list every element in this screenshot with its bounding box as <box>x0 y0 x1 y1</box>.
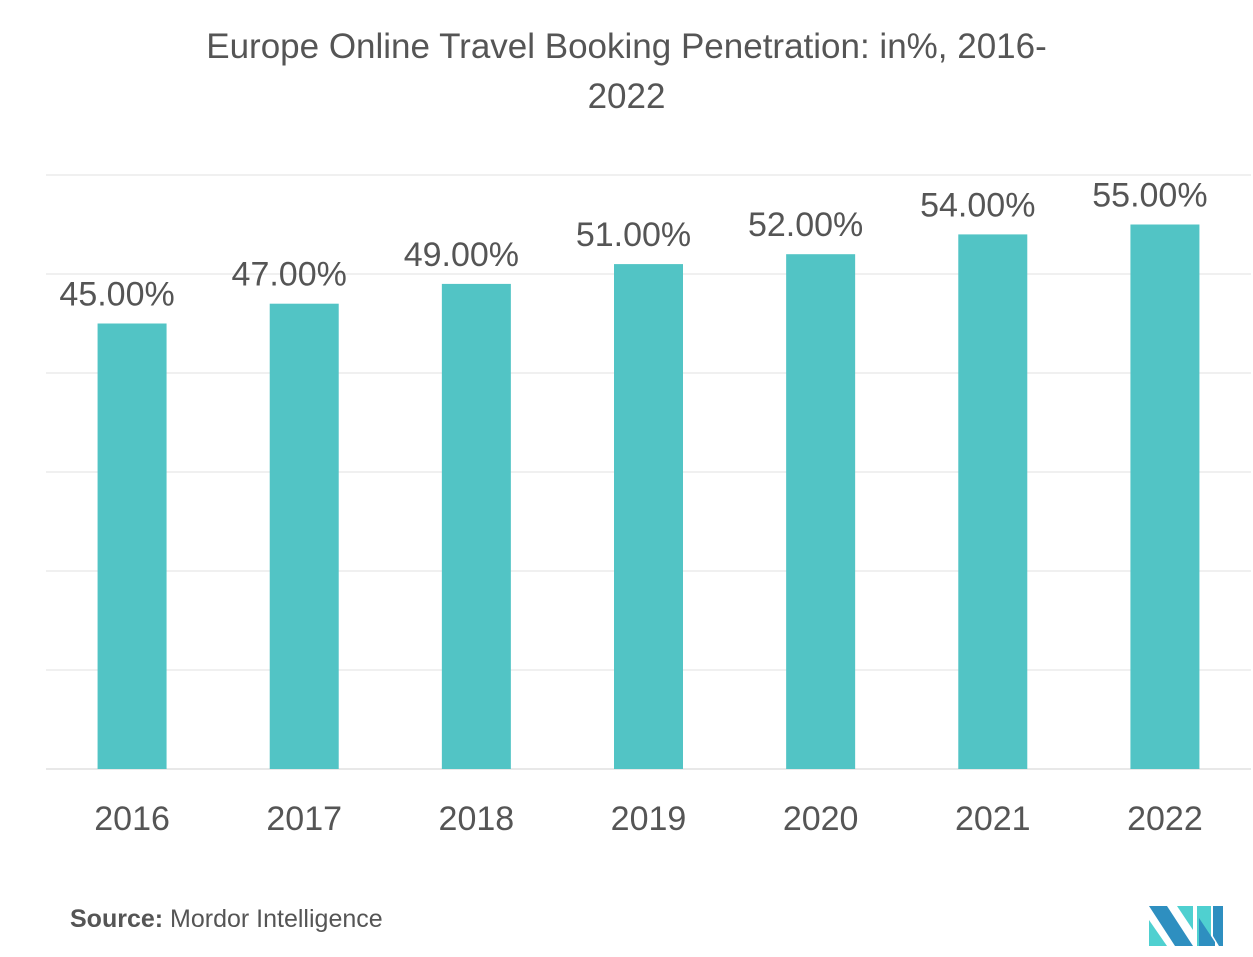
x-tick-label: 2018 <box>439 800 515 838</box>
chart-title-line-2: 2022 <box>587 77 666 116</box>
bar <box>614 264 683 769</box>
bar <box>786 254 856 769</box>
x-tick-label: 2022 <box>1127 800 1203 838</box>
data-label: 55.00% <box>1092 177 1207 215</box>
x-tick-label: 2016 <box>94 800 170 838</box>
data-label: 52.00% <box>748 206 863 244</box>
source-text: Mordor Intelligence <box>170 905 383 933</box>
bar <box>1130 224 1200 769</box>
x-tick-label: 2017 <box>266 800 342 838</box>
source-note: Source: Mordor Intelligence <box>70 905 383 934</box>
data-label: 47.00% <box>232 256 347 294</box>
source-label: Source: <box>70 905 164 933</box>
mordor-logo-icon <box>1149 906 1223 946</box>
bar <box>269 303 339 769</box>
data-label: 45.00% <box>59 276 174 314</box>
bar <box>97 323 167 769</box>
chart-title-line-1: Europe Online Travel Booking Penetration… <box>206 27 1047 66</box>
bar <box>958 234 1028 769</box>
x-tick-label: 2020 <box>783 800 859 838</box>
data-label: 51.00% <box>576 216 691 254</box>
x-tick-label: 2019 <box>611 800 687 838</box>
data-label: 49.00% <box>404 236 519 274</box>
chart-title: Europe Online Travel Booking Penetration… <box>100 22 1153 122</box>
bar <box>441 283 511 769</box>
x-tick-label: 2021 <box>955 800 1031 838</box>
data-label: 54.00% <box>920 186 1035 224</box>
